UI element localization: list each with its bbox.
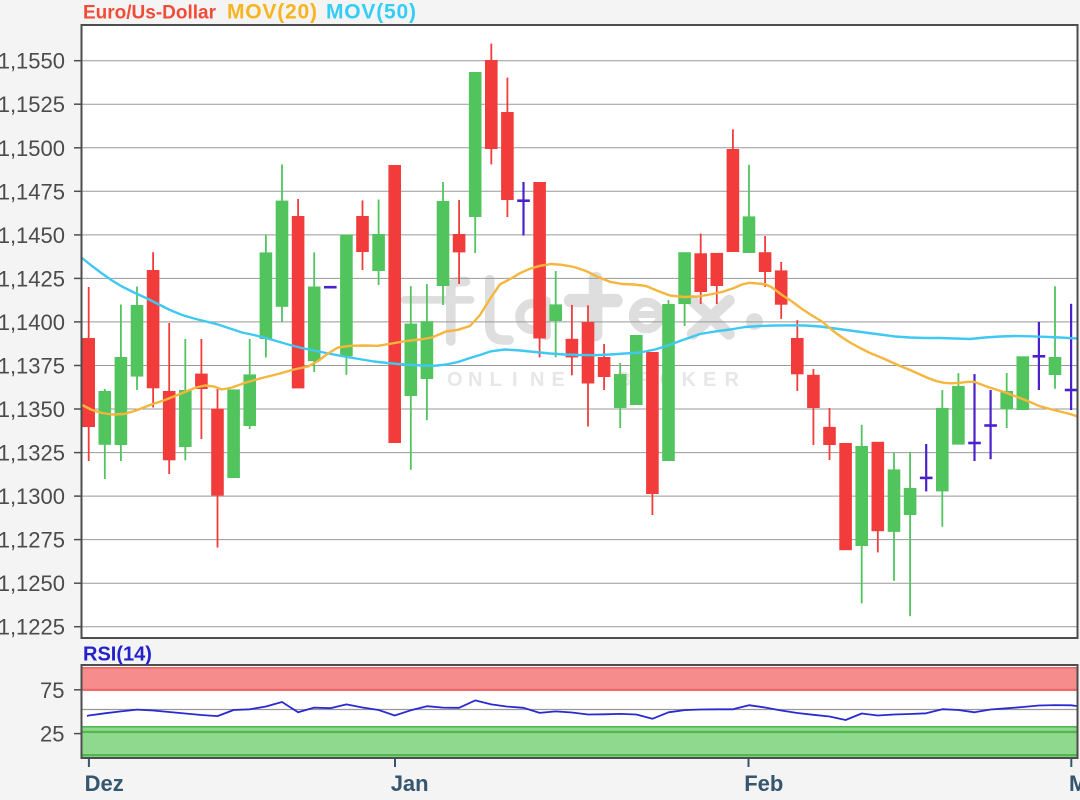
svg-text:MOV(20): MOV(20) bbox=[227, 1, 318, 24]
svg-text:R: R bbox=[725, 369, 740, 391]
svg-text:Euro/Us-Dollar: Euro/Us-Dollar bbox=[83, 3, 217, 24]
svg-text:1,1525: 1,1525 bbox=[0, 92, 65, 117]
svg-text:1,1300: 1,1300 bbox=[0, 484, 65, 509]
svg-text:1,1225: 1,1225 bbox=[0, 615, 65, 640]
svg-text:1,1350: 1,1350 bbox=[0, 397, 65, 422]
svg-text:1,1400: 1,1400 bbox=[0, 310, 65, 335]
svg-text:1,1250: 1,1250 bbox=[0, 571, 65, 596]
svg-text:Dez: Dez bbox=[85, 771, 124, 796]
svg-text:1,1375: 1,1375 bbox=[0, 354, 65, 379]
svg-text:RSI(14): RSI(14) bbox=[83, 644, 152, 666]
svg-text:1,1450: 1,1450 bbox=[0, 223, 65, 248]
svg-text:K: K bbox=[682, 369, 697, 391]
svg-text:E: E bbox=[703, 369, 716, 391]
svg-text:1,1275: 1,1275 bbox=[0, 528, 65, 553]
svg-text:1,1425: 1,1425 bbox=[0, 266, 65, 291]
svg-text:L: L bbox=[490, 369, 502, 391]
svg-text:MOV(50): MOV(50) bbox=[326, 1, 417, 24]
svg-text:1,1500: 1,1500 bbox=[0, 136, 65, 161]
svg-text:I: I bbox=[512, 369, 518, 391]
svg-text:N: N bbox=[468, 369, 482, 391]
svg-text:1,1550: 1,1550 bbox=[0, 49, 65, 74]
svg-text:E: E bbox=[552, 369, 565, 391]
svg-text:Jan: Jan bbox=[391, 771, 429, 796]
svg-text:N: N bbox=[530, 369, 544, 391]
svg-text:1,1475: 1,1475 bbox=[0, 179, 65, 204]
svg-text:M: M bbox=[1069, 771, 1080, 796]
svg-text:1,1325: 1,1325 bbox=[0, 441, 65, 466]
svg-text:Feb: Feb bbox=[744, 771, 783, 796]
svg-text:25: 25 bbox=[40, 722, 64, 747]
svg-text:75: 75 bbox=[40, 678, 64, 703]
svg-text:O: O bbox=[447, 369, 463, 391]
